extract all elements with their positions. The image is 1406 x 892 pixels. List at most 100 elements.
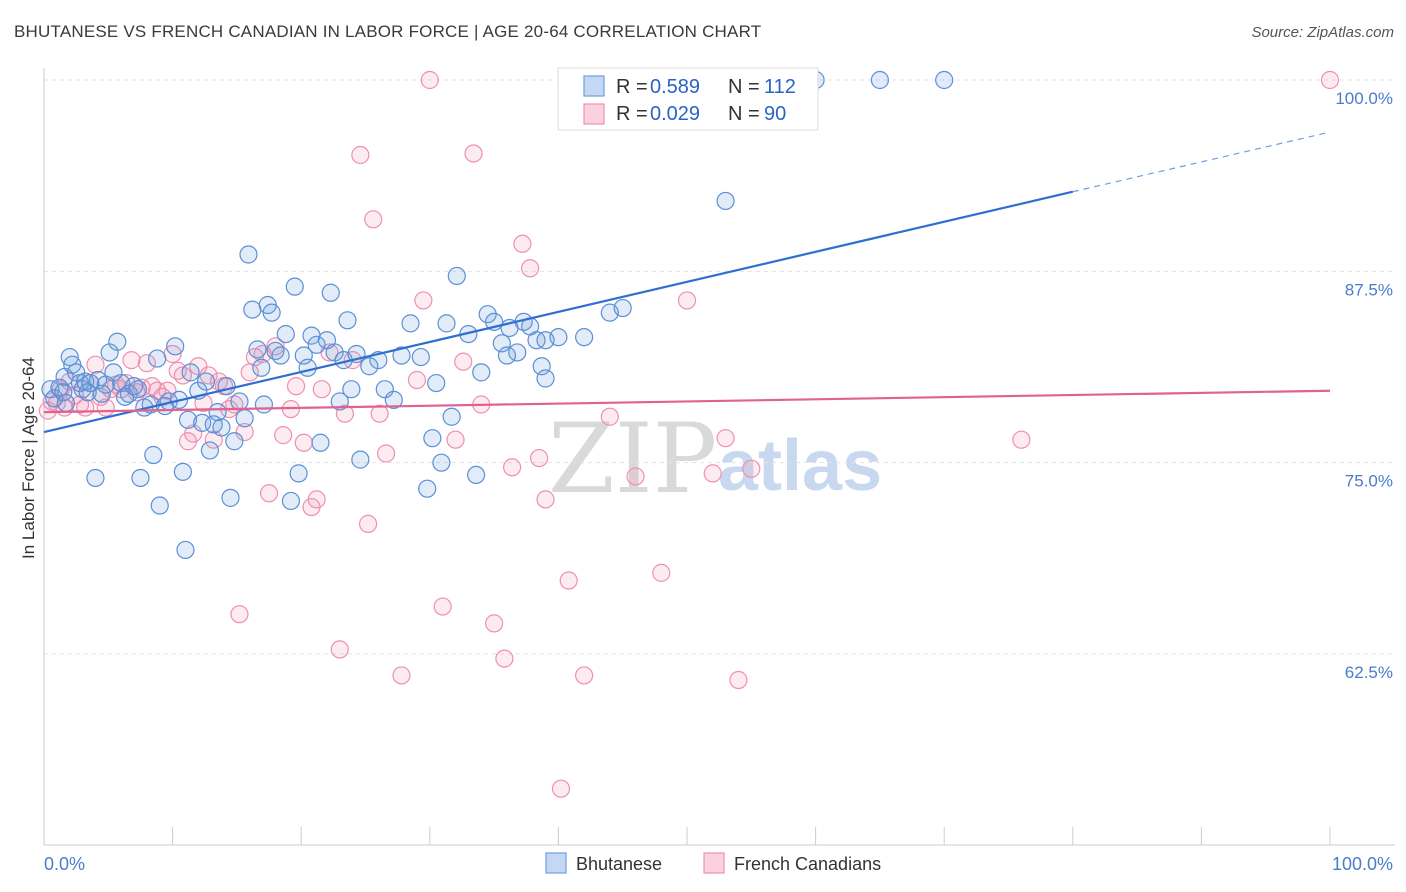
point-french-canadians-63 — [414, 291, 433, 310]
trend-line-bhutanese — [43, 190, 1074, 434]
point-bhutanese-73 — [330, 392, 349, 411]
point-french-canadians-86 — [729, 670, 748, 690]
bottom-legend-label-bhutanese: Bhutanese — [576, 854, 662, 874]
point-french-canadians-17 — [122, 351, 141, 370]
point-bhutanese-56 — [254, 395, 274, 414]
point-bhutanese-112 — [870, 70, 890, 90]
point-french-canadians-73 — [513, 234, 532, 253]
point-french-canadians-38 — [230, 605, 249, 624]
series-french-canadians — [38, 70, 1340, 798]
y-tick-label-2: 87.5% — [1345, 280, 1393, 299]
point-bhutanese-1 — [45, 389, 64, 408]
y-tick-label-3: 100.0% — [1335, 89, 1393, 108]
point-french-canadians-71 — [495, 649, 514, 668]
point-bhutanese-105 — [536, 369, 555, 388]
point-french-canadians-10 — [86, 355, 105, 374]
chart-title: BHUTANESE VS FRENCH CANADIAN IN LABOR FO… — [14, 22, 762, 41]
point-bhutanese-36 — [173, 462, 192, 481]
point-french-canadians-47 — [286, 377, 306, 396]
point-french-canadians-83 — [677, 291, 697, 310]
point-bhutanese-5 — [56, 393, 75, 413]
point-bhutanese-113 — [935, 70, 954, 90]
point-french-canadians-79 — [575, 666, 594, 685]
bottom-legend-swatch-french-canadians — [703, 852, 725, 874]
point-bhutanese-51 — [235, 409, 254, 428]
point-french-canadians-60 — [376, 444, 396, 463]
point-bhutanese-26 — [131, 468, 150, 488]
point-french-canadians-45 — [274, 426, 293, 445]
point-french-canadians-88 — [1012, 430, 1031, 449]
point-bhutanese-16 — [92, 384, 111, 403]
point-bhutanese-60 — [271, 346, 290, 365]
point-bhutanese-30 — [148, 349, 167, 368]
series-legend: Bhutanese French Canadians — [545, 852, 881, 874]
point-bhutanese-100 — [508, 343, 527, 362]
point-bhutanese-50 — [230, 392, 249, 411]
legend-r-value-2: 0.029 — [650, 103, 700, 125]
point-bhutanese-69 — [311, 433, 330, 452]
point-bhutanese-109 — [613, 298, 632, 318]
legend-n-label-1: N = — [728, 76, 760, 98]
point-bhutanese-55 — [252, 358, 271, 377]
point-bhutanese-83 — [392, 346, 411, 365]
point-french-canadians-80 — [600, 407, 619, 426]
point-bhutanese-115 — [497, 346, 517, 365]
legend-swatch-bhutanese — [583, 75, 605, 97]
trend-line-bhutanese-extension — [1072, 131, 1331, 193]
point-bhutanese-82 — [384, 390, 403, 410]
point-bhutanese-90 — [437, 314, 456, 333]
point-french-canadians-58 — [364, 210, 383, 229]
point-bhutanese-39 — [181, 363, 200, 382]
point-french-canadians-72 — [503, 458, 522, 477]
point-bhutanese-29 — [144, 445, 163, 465]
point-french-canadians-84 — [703, 464, 722, 483]
point-bhutanese-43 — [200, 441, 219, 460]
y-tick-labels: 62.5% 75.0% 87.5% 100.0% — [1335, 89, 1393, 682]
point-french-canadians-48 — [294, 433, 313, 452]
point-bhutanese-88 — [427, 373, 446, 393]
x-tick-label-1: 100.0% — [1332, 854, 1393, 874]
y-tick-label-1: 75.0% — [1345, 472, 1393, 491]
trend-line-french-canadians — [43, 389, 1331, 414]
point-bhutanese-20 — [108, 332, 127, 351]
point-bhutanese-71 — [321, 283, 340, 302]
legend-n-value-1: 112 — [764, 76, 796, 98]
point-bhutanese-48 — [221, 488, 240, 507]
legend-r-label-2: R = — [616, 103, 648, 125]
point-french-canadians-67 — [454, 352, 473, 371]
bottom-legend-swatch-bhutanese — [545, 852, 567, 874]
point-bhutanese-62 — [281, 491, 301, 511]
point-bhutanese-78 — [351, 450, 370, 469]
point-french-canadians-89 — [1320, 70, 1340, 90]
point-french-canadians-53 — [330, 640, 349, 659]
point-french-canadians-77 — [551, 779, 571, 798]
point-bhutanese-25 — [128, 380, 147, 399]
point-french-canadians-82 — [652, 563, 671, 582]
watermark-atlas: atlas — [718, 426, 882, 506]
point-french-canadians-57 — [358, 514, 378, 533]
point-french-canadians-87 — [742, 459, 761, 478]
axes — [43, 68, 1395, 846]
point-bhutanese-46 — [212, 418, 231, 437]
point-bhutanese-45 — [208, 403, 227, 422]
legend-r-value-1: 0.589 — [650, 76, 700, 98]
point-french-canadians-70 — [485, 614, 504, 633]
point-bhutanese-76 — [342, 380, 361, 399]
point-bhutanese-91 — [442, 407, 461, 426]
point-french-canadians-74 — [521, 259, 540, 278]
point-french-canadians-85 — [716, 429, 735, 448]
y-tick-label-0: 62.5% — [1345, 663, 1393, 682]
point-bhutanese-64 — [289, 464, 308, 483]
point-bhutanese-41 — [193, 413, 212, 432]
point-bhutanese-79 — [360, 357, 379, 376]
source-credit: Source: ZipAtlas.com — [1251, 24, 1394, 41]
point-bhutanese-87 — [423, 429, 442, 448]
point-bhutanese-42 — [196, 372, 216, 391]
point-bhutanese-66 — [298, 358, 317, 377]
point-bhutanese-31 — [150, 496, 169, 515]
point-french-canadians-68 — [464, 144, 483, 163]
correlation-legend: R = 0.589 N = 112 R = 0.029 N = 90 — [557, 67, 819, 131]
y-axis-label: In Labor Force | Age 20-64 — [19, 357, 38, 559]
watermark-zip: ZIP — [548, 403, 717, 515]
